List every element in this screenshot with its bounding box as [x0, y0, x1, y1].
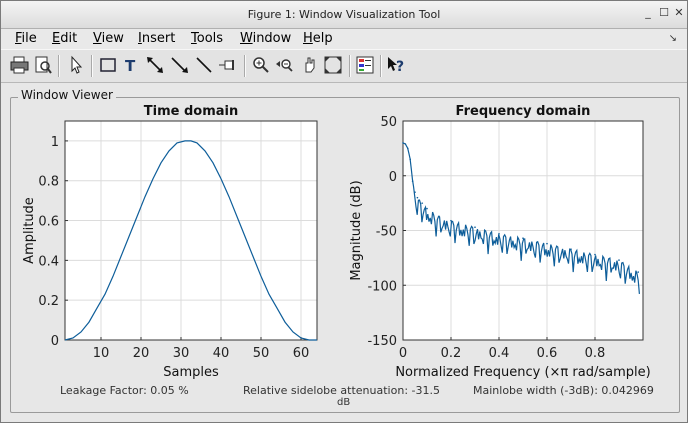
- mainlobe-width-text: Mainlobe width (-3dB): 0.042969: [473, 384, 654, 397]
- freq-data-point: [407, 147, 409, 150]
- legend-icon[interactable]: [354, 54, 376, 76]
- toolbar: T ?: [1, 49, 687, 83]
- menu-tools[interactable]: Tools: [191, 31, 224, 46]
- rectangle-icon[interactable]: [97, 54, 119, 76]
- freq-data-point: [404, 143, 407, 145]
- panel-title: Window Viewer: [18, 88, 116, 102]
- dock-arrow-icon[interactable]: ↘: [668, 33, 677, 44]
- freq-y-axis-label: Magnitude (dB): [349, 180, 364, 280]
- freq-data-point: [421, 202, 424, 204]
- svg-text:?: ?: [396, 59, 404, 75]
- charts-area: 10 20 30 40 50 60 0 0.2 0.4 0.6 0.8 1 Time domain Sam…: [22, 104, 651, 380]
- time-xtick-label: 40: [213, 346, 230, 361]
- line-icon[interactable]: [193, 54, 215, 76]
- time-xtick-label: 60: [293, 346, 310, 361]
- zoom-out-icon[interactable]: [274, 54, 296, 76]
- freq-data-point: [438, 215, 440, 218]
- menu-edit[interactable]: Edit: [52, 31, 78, 46]
- freq-data-point: [450, 219, 452, 222]
- time-plot-area: [65, 121, 317, 340]
- time-axes-box: [64, 120, 318, 341]
- menu-help[interactable]: Help: [303, 31, 333, 46]
- time-ytick-label: 0.6: [38, 215, 59, 230]
- arrow-icon[interactable]: [169, 54, 191, 76]
- pointer-icon[interactable]: [65, 54, 87, 76]
- minimize-icon[interactable]: _: [645, 6, 651, 19]
- freq-xtick-label: 0.4: [489, 346, 510, 361]
- time-xtick-label: 50: [253, 346, 270, 361]
- time-y-axis-label: Amplitude: [22, 197, 37, 264]
- time-ytick-label: 0: [51, 334, 59, 349]
- menu-file[interactable]: File: [15, 31, 37, 46]
- freq-xtick-label: 0.6: [537, 346, 558, 361]
- zoom-in-icon[interactable]: [250, 54, 272, 76]
- pan-icon[interactable]: [298, 54, 320, 76]
- freq-series-line: [402, 142, 640, 294]
- freq-chart-title: Frequency domain: [456, 104, 591, 119]
- time-xtick-label: 30: [173, 346, 190, 361]
- time-x-axis-label: Samples: [163, 365, 219, 380]
- freq-data-point: [618, 259, 620, 261]
- window-title: Figure 1: Window Visualization Tool: [247, 8, 441, 21]
- freq-data-point: [498, 232, 500, 235]
- freq-data-point: [411, 180, 414, 183]
- freq-data-point: [594, 253, 596, 256]
- pin-icon[interactable]: [217, 54, 239, 76]
- menu-window[interactable]: Window: [240, 31, 292, 46]
- freq-ytick-label: 0: [389, 170, 397, 185]
- menu-insert[interactable]: Insert: [138, 31, 176, 46]
- freq-data-point: [402, 142, 404, 144]
- title-bar: Figure 1: Window Visualization Tool _ ☐ …: [1, 1, 687, 29]
- time-series-line: [64, 140, 317, 341]
- window-viewer-panel: [10, 97, 680, 413]
- freq-ytick-label: 50: [380, 115, 397, 130]
- freq-ytick-label: -150: [367, 334, 397, 349]
- freq-data-point: [474, 226, 476, 229]
- text-icon[interactable]: T: [120, 54, 142, 76]
- time-ytick-label: 0.4: [38, 254, 59, 269]
- freq-xtick-label: 0.8: [585, 346, 606, 361]
- freq-xtick-label: 0: [399, 346, 407, 361]
- time-ytick-label: 1: [51, 135, 59, 150]
- double-arrow-icon[interactable]: [144, 54, 166, 76]
- freq-data-point: [426, 207, 428, 210]
- time-ytick-label: 0.2: [38, 294, 59, 309]
- close-icon[interactable]: ✕: [674, 6, 684, 19]
- time-xtick-label: 20: [133, 346, 150, 361]
- freq-x-axis-label: Normalized Frequency (×π rad/sample): [395, 365, 650, 380]
- menu-view[interactable]: View: [93, 31, 124, 46]
- time-xtick-label: 10: [93, 346, 110, 361]
- print-icon[interactable]: [9, 54, 31, 76]
- help-pointer-icon[interactable]: ?: [385, 54, 407, 76]
- freq-data-point: [414, 191, 416, 193]
- time-chart-title: Time domain: [144, 104, 238, 119]
- zoom-fit-icon[interactable]: [322, 54, 344, 76]
- freq-axes-box: [402, 120, 644, 341]
- freq-data-point: [570, 248, 572, 250]
- leakage-factor-text: Leakage Factor: 0.05 %: [60, 384, 189, 397]
- freq-data-point: [416, 196, 419, 199]
- menu-bar: ↘ File Edit View Insert Tools Window Help: [1, 29, 687, 49]
- freq-data-point: [546, 242, 548, 245]
- sidelobe-attenuation-text: Relative sidelobe attenuation: -31.5: [243, 384, 440, 397]
- svg-text:T: T: [125, 57, 136, 75]
- freq-ytick-label: -50: [376, 225, 397, 240]
- freq-xtick-label: 0.2: [441, 346, 462, 361]
- freq-data-point: [409, 158, 412, 161]
- time-ytick-label: 0.8: [38, 175, 59, 190]
- print-preview-icon[interactable]: [32, 54, 54, 76]
- maximize-icon[interactable]: ☐: [659, 6, 669, 19]
- freq-data-point: [637, 271, 639, 273]
- freq-data-point: [522, 237, 524, 239]
- sidelobe-unit-text: dB: [337, 397, 351, 408]
- freq-ytick-label: -100: [367, 279, 397, 294]
